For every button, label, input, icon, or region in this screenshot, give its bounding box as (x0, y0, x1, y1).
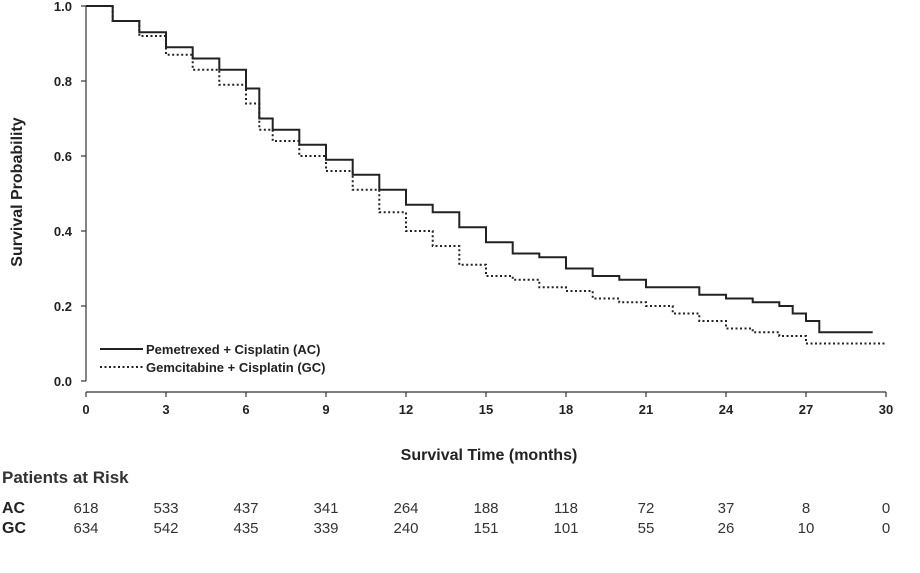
risk-row-gc: GC 634 542 435 339 240 151 101 55 26 10 0 (0, 520, 920, 540)
y-tick-label: 0.0 (54, 374, 72, 389)
legend: Pemetrexed + Cisplatin (AC) Gemcitabine … (100, 342, 326, 375)
risk-label-ac: AC (2, 500, 26, 517)
x-ticks: 0 3 6 9 12 15 18 21 24 27 30 (82, 392, 893, 417)
x-tick-label: 18 (559, 402, 573, 417)
risk-row-ac: AC 618 533 437 341 264 188 118 72 37 8 0 (0, 500, 920, 520)
risk-table-title: Patients at Risk (2, 468, 129, 487)
risk-cell: 437 (233, 500, 259, 517)
x-axis-label: Survival Time (months) (401, 447, 578, 464)
legend-label-gc: Gemcitabine + Cisplatin (GC) (146, 360, 326, 375)
x-tick-label: 27 (799, 402, 813, 417)
risk-cell: 634 (73, 520, 99, 537)
risk-cell: 10 (797, 520, 815, 537)
risk-cell: 264 (393, 500, 419, 517)
y-tick-label: 0.6 (54, 149, 72, 164)
x-tick-label: 15 (479, 402, 493, 417)
risk-cell: 101 (553, 520, 579, 537)
risk-cell: 8 (801, 500, 811, 517)
risk-cell: 533 (153, 500, 179, 517)
x-tick-label: 3 (162, 402, 169, 417)
legend-label-ac: Pemetrexed + Cisplatin (AC) (146, 342, 320, 357)
risk-cell: 618 (73, 500, 99, 517)
risk-cell: 118 (554, 500, 578, 517)
risk-cell: 435 (233, 520, 259, 537)
risk-cell: 72 (637, 500, 655, 517)
series-layer (86, 5, 886, 345)
x-tick-label: 21 (639, 402, 653, 417)
risk-cell: 341 (313, 500, 339, 517)
survival-chart: 0.0 0.2 0.4 0.6 0.8 1.0 0 3 6 9 12 15 18 21 24 27 30 Su… (9, 0, 893, 464)
risk-cell: 0 (881, 500, 891, 517)
y-tick-label: 0.8 (54, 74, 72, 89)
x-tick-label: 6 (242, 402, 249, 417)
x-tick-label: 12 (399, 402, 413, 417)
risk-cell: 240 (393, 520, 419, 537)
risk-cell: 0 (881, 520, 891, 537)
risk-cell: 151 (473, 520, 499, 537)
risk-cell: 55 (637, 520, 655, 537)
risk-label-gc: GC (2, 520, 26, 537)
y-tick-label: 1.0 (54, 0, 72, 14)
x-tick-label: 0 (82, 402, 89, 417)
risk-cell: 26 (717, 520, 735, 537)
risk-cell: 188 (473, 500, 499, 517)
risk-cell: 339 (313, 520, 339, 537)
risk-cell: 542 (153, 520, 179, 537)
x-tick-label: 24 (719, 402, 734, 417)
x-tick-label: 9 (322, 402, 329, 417)
x-tick-label: 30 (879, 402, 893, 417)
series-line-gc (86, 5, 886, 345)
y-tick-label: 0.4 (54, 224, 73, 239)
y-ticks: 0.0 0.2 0.4 0.6 0.8 1.0 (54, 0, 86, 389)
y-tick-label: 0.2 (54, 299, 72, 314)
series-line-ac (86, 5, 873, 334)
y-axis-label: Survival Probability (9, 117, 26, 266)
risk-cell: 37 (717, 500, 735, 517)
